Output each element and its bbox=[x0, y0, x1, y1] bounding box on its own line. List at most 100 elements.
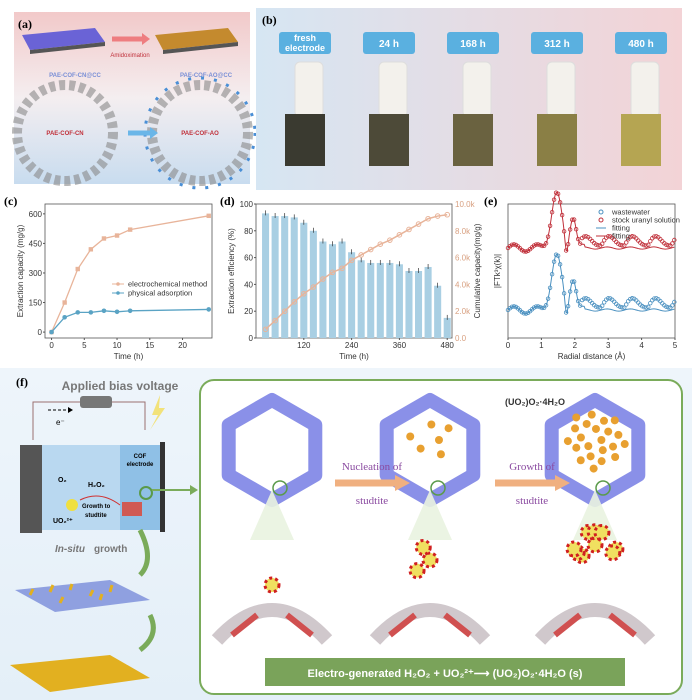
data-marker bbox=[581, 234, 587, 239]
studtite-cluster bbox=[416, 444, 425, 453]
cumulative-point bbox=[434, 213, 441, 219]
studtite-cluster bbox=[582, 419, 591, 428]
data-marker bbox=[567, 289, 573, 294]
uranyl-unit bbox=[593, 523, 611, 541]
data-marker bbox=[593, 304, 599, 309]
data-marker bbox=[573, 289, 579, 294]
studtite-cluster bbox=[584, 442, 593, 451]
data-marker bbox=[646, 304, 651, 310]
data-marker bbox=[547, 223, 553, 228]
cumulative-point bbox=[396, 232, 403, 238]
step-label: Nucleation of bbox=[342, 461, 403, 473]
data-marker bbox=[559, 212, 565, 218]
data-marker bbox=[606, 234, 611, 239]
arrow-icon bbox=[138, 613, 156, 652]
data-marker bbox=[543, 241, 549, 246]
cumulative-point bbox=[310, 284, 317, 290]
studtite-cluster bbox=[571, 424, 580, 433]
panel-label: (f) bbox=[16, 375, 28, 389]
data-marker bbox=[618, 242, 623, 248]
binding-site-model bbox=[388, 612, 472, 638]
cumulative-point bbox=[320, 276, 326, 282]
sample-label: fresh bbox=[294, 33, 316, 43]
grown-substrate bbox=[10, 655, 150, 692]
zoom-cone bbox=[250, 490, 294, 540]
bar bbox=[443, 317, 451, 338]
studtite-cluster bbox=[406, 432, 415, 441]
panel-e: (e) 0 1 2 3 4 5 Radial distance (Å) |FTk³χ(k)| w… bbox=[484, 190, 680, 361]
electrode-holder bbox=[378, 61, 408, 118]
x-tick-label: 5 bbox=[673, 341, 678, 350]
data-marker bbox=[511, 304, 517, 309]
uranyl-unit bbox=[408, 562, 426, 580]
step-label: Growth of bbox=[509, 461, 555, 473]
studtite-cluster bbox=[598, 446, 607, 455]
cn-electrode-image bbox=[22, 28, 105, 50]
cumulative-point bbox=[301, 290, 307, 297]
data-marker bbox=[583, 234, 589, 239]
data-point bbox=[49, 329, 54, 335]
cof-cn-structure bbox=[12, 80, 118, 186]
bar bbox=[328, 244, 337, 338]
cumulative-point bbox=[425, 215, 431, 222]
studtite-cluster bbox=[589, 464, 598, 473]
y-tick-label: 0 bbox=[38, 328, 43, 337]
data-marker bbox=[575, 298, 581, 304]
bar bbox=[395, 264, 403, 338]
studtite-cluster bbox=[444, 424, 453, 433]
cumulative-point bbox=[367, 246, 374, 253]
data-marker bbox=[537, 304, 543, 310]
voltage-label: Applied bias voltage bbox=[62, 379, 179, 393]
data-marker bbox=[646, 242, 651, 248]
bar bbox=[281, 216, 289, 338]
cumulative-point bbox=[415, 221, 422, 227]
sample-label-box bbox=[363, 32, 415, 54]
y-tick-label: 0 bbox=[249, 334, 254, 343]
y-axis-label: Extraction capacity (mg/g) bbox=[16, 224, 25, 317]
electrode-label: electrode bbox=[127, 462, 154, 468]
uranium-icon bbox=[66, 499, 78, 511]
studtite-cluster bbox=[576, 456, 585, 465]
data-marker bbox=[664, 304, 669, 309]
y-tick-label: 450 bbox=[29, 239, 43, 248]
arrow-icon bbox=[395, 475, 410, 491]
data-marker bbox=[555, 253, 561, 259]
bar bbox=[424, 266, 432, 338]
panel-label: (b) bbox=[262, 13, 277, 27]
ao-electrode-image bbox=[155, 28, 238, 50]
y2-tick-label: 6.0k bbox=[455, 254, 471, 263]
o2-label: O₂ bbox=[58, 477, 67, 484]
material-label: PAE-COF-CN@CC bbox=[49, 73, 101, 79]
studtite-cluster bbox=[599, 416, 608, 425]
sample-label: 312 h bbox=[544, 39, 570, 50]
cumulative-point bbox=[444, 211, 451, 218]
studtite-cluster bbox=[563, 437, 572, 446]
studtite-cluster bbox=[620, 440, 629, 449]
data-marker bbox=[569, 217, 575, 222]
data-marker bbox=[624, 240, 629, 245]
bar bbox=[405, 271, 413, 338]
data-marker bbox=[622, 243, 627, 248]
x-tick-label: 240 bbox=[345, 341, 359, 350]
product-label: (UO₂)O₂·4H₂O bbox=[505, 397, 565, 407]
data-point bbox=[127, 227, 133, 232]
bar bbox=[271, 216, 279, 338]
data-marker bbox=[672, 299, 677, 305]
data-marker bbox=[618, 304, 623, 310]
y-axis-label: Extraction efficiency (%) bbox=[227, 228, 236, 314]
legend-label: wastewater bbox=[611, 208, 650, 217]
zoom-circle bbox=[272, 480, 288, 496]
data-point bbox=[88, 310, 94, 315]
cumulative-point bbox=[272, 317, 278, 324]
data-point bbox=[75, 266, 80, 272]
studtite-cluster bbox=[572, 413, 581, 422]
x-axis-label: Radial distance (Å) bbox=[558, 352, 626, 361]
nucleated-substrate bbox=[15, 580, 150, 612]
sample-label: 24 h bbox=[379, 39, 399, 50]
power-source-icon bbox=[80, 396, 112, 408]
electrode-cloth bbox=[369, 114, 409, 166]
data-marker bbox=[577, 241, 583, 246]
uranyl-unit bbox=[263, 576, 281, 594]
y-tick-label: 40 bbox=[244, 280, 253, 289]
data-marker bbox=[664, 242, 669, 247]
